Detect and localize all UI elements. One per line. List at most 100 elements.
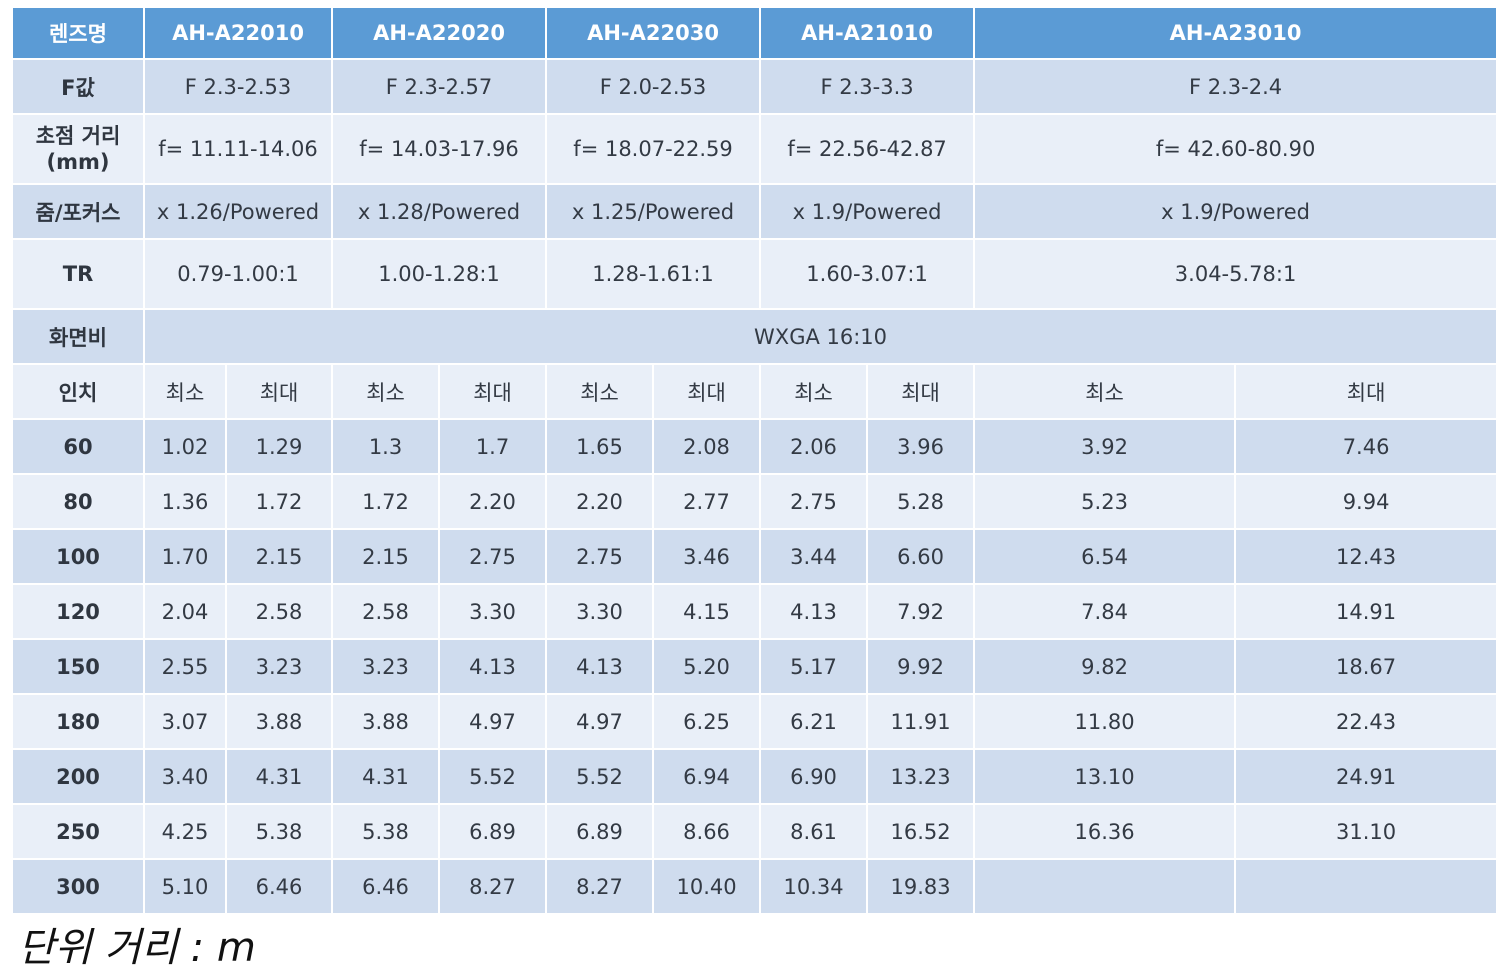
- min-distance-cell: 9.82: [973, 638, 1237, 695]
- max-distance-cell: 10.40: [652, 858, 762, 915]
- row-label: 초점 거리 (mm): [11, 113, 145, 185]
- min-distance-cell: 7.84: [973, 583, 1237, 640]
- min-distance-cell: 16.36: [973, 803, 1237, 860]
- max-distance-cell: 2.20: [438, 473, 548, 530]
- focal-length-row: 초점 거리 (mm) f= 11.11-14.06 f= 14.03-17.96…: [11, 113, 1499, 185]
- spec-cell: 3.04-5.78:1: [973, 238, 1499, 310]
- min-distance-cell: 6.54: [973, 528, 1237, 585]
- min-distance-cell: 2.58: [331, 583, 441, 640]
- max-distance-cell: 1.7: [438, 418, 548, 475]
- model-name: AH-A22030: [545, 6, 762, 60]
- min-distance-cell: 6.46: [331, 858, 441, 915]
- min-distance-cell: 4.25: [143, 803, 227, 860]
- inch-label: 200: [11, 748, 145, 805]
- row-label: 화면비: [11, 308, 145, 365]
- max-distance-cell: 4.13: [438, 638, 548, 695]
- max-distance-cell: 3.30: [438, 583, 548, 640]
- row-label: 줌/포커스: [11, 183, 145, 240]
- max-distance-cell: 5.38: [224, 803, 334, 860]
- spec-cell: 1.28-1.61:1: [545, 238, 762, 310]
- max-distance-cell: 6.94: [652, 748, 762, 805]
- min-distance-cell: 8.61: [759, 803, 869, 860]
- max-distance-cell: 24.91: [1234, 748, 1499, 805]
- min-distance-cell: 3.07: [143, 693, 227, 750]
- spec-cell: F 2.3-2.4: [973, 58, 1499, 115]
- max-distance-cell: [1234, 858, 1499, 915]
- min-distance-cell: 3.44: [759, 528, 869, 585]
- lens-spec-table: 렌즈명 AH-A22010 AH-A22020 AH-A22030 AH-A21…: [11, 6, 1499, 915]
- table-row: 200 3.40 4.31 4.31 5.52 5.52 6.94 6.90 13.23 13.1…: [11, 748, 1499, 805]
- min-distance-cell: 4.31: [331, 748, 441, 805]
- spec-cell: F 2.0-2.53: [545, 58, 762, 115]
- min-distance-cell: 5.17: [759, 638, 869, 695]
- min-distance-cell: 2.06: [759, 418, 869, 475]
- aspect-ratio-row: 화면비 WXGA 16:10: [11, 308, 1499, 365]
- table-row: 100 1.70 2.15 2.15 2.75 2.75 3.46 3.44 6.60 6.54 1…: [11, 528, 1499, 585]
- spec-cell: F 2.3-2.53: [142, 58, 334, 115]
- spec-cell: x 1.9/Powered: [973, 183, 1499, 240]
- max-distance-cell: 2.58: [224, 583, 334, 640]
- min-distance-cell: 2.15: [331, 528, 441, 585]
- header-row: 렌즈명 AH-A22010 AH-A22020 AH-A22030 AH-A21…: [11, 6, 1499, 60]
- min-header: 최소: [759, 363, 869, 420]
- min-distance-cell: 2.75: [545, 528, 655, 585]
- inch-label: 120: [11, 583, 145, 640]
- min-distance-cell: 11.80: [973, 693, 1237, 750]
- max-header: 최대: [866, 363, 976, 420]
- max-distance-cell: 2.15: [224, 528, 334, 585]
- min-distance-cell: 3.88: [331, 693, 441, 750]
- row-label: F값: [11, 58, 145, 115]
- min-distance-cell: 5.38: [331, 803, 441, 860]
- min-distance-cell: 1.65: [545, 418, 655, 475]
- max-distance-cell: 3.23: [224, 638, 334, 695]
- max-distance-cell: 6.89: [438, 803, 548, 860]
- max-distance-cell: 2.77: [652, 473, 762, 530]
- min-distance-cell: 5.10: [143, 858, 227, 915]
- min-distance-cell: 2.04: [143, 583, 227, 640]
- max-distance-cell: 12.43: [1234, 528, 1499, 585]
- min-distance-cell: 10.34: [759, 858, 869, 915]
- max-distance-cell: 6.60: [866, 528, 976, 585]
- max-distance-cell: 8.66: [652, 803, 762, 860]
- max-distance-cell: 2.08: [652, 418, 762, 475]
- min-distance-cell: 6.89: [545, 803, 655, 860]
- max-distance-cell: 9.92: [866, 638, 976, 695]
- min-distance-cell: 2.55: [143, 638, 227, 695]
- table-row: 250 4.25 5.38 5.38 6.89 6.89 8.66 8.61 16.52 16.3…: [11, 803, 1499, 860]
- spec-cell: f= 42.60-80.90: [973, 113, 1499, 185]
- min-distance-cell: 4.97: [545, 693, 655, 750]
- inch-label: 250: [11, 803, 145, 860]
- distance-rows: 60 1.02 1.29 1.3 1.7 1.65 2.08 2.06 3.96 3.92 7.46…: [11, 418, 1499, 915]
- min-distance-cell: 3.40: [143, 748, 227, 805]
- spec-cell: 0.79-1.00:1: [142, 238, 334, 310]
- min-distance-cell: 3.30: [545, 583, 655, 640]
- min-distance-cell: 3.92: [973, 418, 1237, 475]
- max-distance-cell: 9.94: [1234, 473, 1499, 530]
- max-distance-cell: 6.25: [652, 693, 762, 750]
- min-distance-cell: 3.23: [331, 638, 441, 695]
- f-value-row: F값 F 2.3-2.53 F 2.3-2.57 F 2.0-2.53 F 2.…: [11, 58, 1499, 115]
- table-row: 180 3.07 3.88 3.88 4.97 4.97 6.25 6.21 11.91 11.8…: [11, 693, 1499, 750]
- min-distance-cell: 2.75: [759, 473, 869, 530]
- min-distance-cell: 1.3: [331, 418, 441, 475]
- max-distance-cell: 3.46: [652, 528, 762, 585]
- model-name: AH-A21010: [759, 6, 976, 60]
- zoom-focus-row: 줌/포커스 x 1.26/Powered x 1.28/Powered x 1.…: [11, 183, 1499, 240]
- inch-label: 80: [11, 473, 145, 530]
- table-row: 60 1.02 1.29 1.3 1.7 1.65 2.08 2.06 3.96 3.92 7.46: [11, 418, 1499, 475]
- inch-label: 180: [11, 693, 145, 750]
- max-distance-cell: 14.91: [1234, 583, 1499, 640]
- aspect-ratio-value: WXGA 16:10: [142, 308, 1499, 365]
- row-label-line: (mm): [46, 150, 110, 174]
- min-distance-cell: 1.02: [143, 418, 227, 475]
- spec-cell: f= 18.07-22.59: [545, 113, 762, 185]
- min-distance-cell: 8.27: [545, 858, 655, 915]
- size-header-row: 인치 최소 최대 최소 최대 최소 최대 최소 최대 최소 최대: [11, 363, 1499, 420]
- spec-cell: F 2.3-3.3: [759, 58, 976, 115]
- inch-label: 150: [11, 638, 145, 695]
- min-distance-cell: 4.13: [759, 583, 869, 640]
- inch-label: 100: [11, 528, 145, 585]
- min-distance-cell: 1.70: [143, 528, 227, 585]
- max-header: 최대: [224, 363, 334, 420]
- min-header: 최소: [973, 363, 1237, 420]
